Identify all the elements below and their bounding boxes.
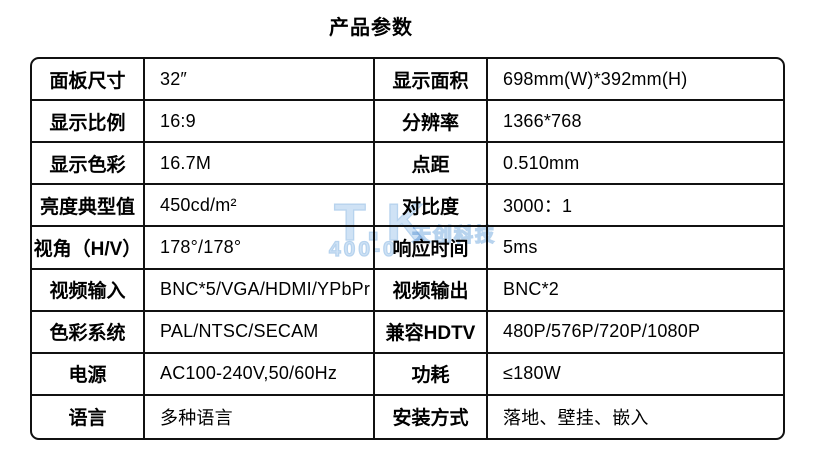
spec-label: 功耗 [375,353,488,396]
spec-value: 698mm(W)*392mm(H) [488,59,783,102]
spec-value: 16.7M [145,143,375,186]
spec-value: 落地、壁挂、嵌入 [503,407,649,428]
spec-label: 电源 [32,353,145,396]
spec-label: 面板尺寸 [32,59,145,102]
spec-value: ≤180W [488,354,783,396]
spec-value: 1366*768 [488,101,783,144]
spec-label: 兼容HDTV [375,311,488,354]
spec-value: BNC*5/VGA/HDMI/YPbPr [145,269,375,312]
spec-label: 色彩系统 [32,311,145,354]
spec-label: 视角（H/V） [32,227,145,270]
spec-value: 3000：1 [488,185,783,228]
spec-value: 32″ [145,59,375,102]
spec-label: 亮度典型值 [32,185,145,228]
spec-label: 显示色彩 [32,143,145,186]
spec-value: 5ms [488,227,783,270]
spec-label: 点距 [375,143,488,186]
spec-value: 450cd/m² [145,185,375,228]
spec-value: 178°/178° [145,227,375,270]
spec-value: 多种语言 [145,395,375,438]
spec-label: 语言 [32,395,145,438]
spec-value: PAL/NTSC/SECAM [145,311,375,354]
spec-label: 响应时间 [375,227,488,270]
page-title: 产品参数 [329,17,413,39]
spec-label: 显示面积 [375,59,488,102]
spec-value: 0.510mm [488,143,783,186]
spec-table: 面板尺寸 32″ 显示面积 698mm(W)*392mm(H) 显示比例 16:9 分辨率 1… [30,57,785,440]
spec-value: 480P/576P/720P/1080P [488,312,783,354]
spec-value: 16:9 [145,101,375,144]
spec-label: 视频输出 [375,269,488,312]
spec-label: 安装方式 [375,395,488,438]
spec-value: AC100-240V,50/60Hz [145,353,375,396]
spec-label: 视频输入 [32,269,145,312]
spec-label: 分辨率 [375,101,488,144]
spec-label: 对比度 [375,185,488,228]
spec-value: BNC*2 [488,270,783,312]
spec-label: 显示比例 [32,101,145,144]
